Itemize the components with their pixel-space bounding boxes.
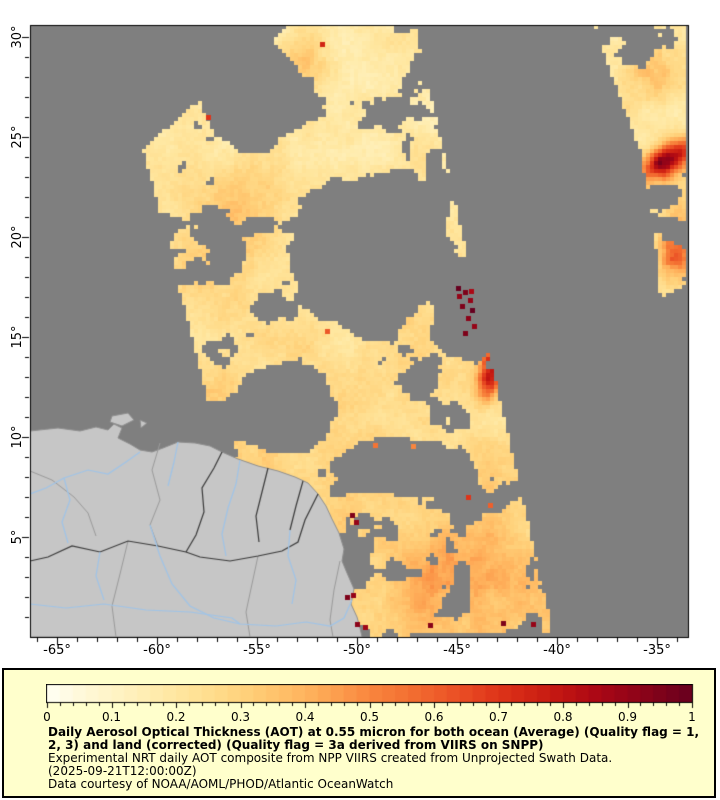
colorbar-tick-label: 0.8	[553, 710, 573, 724]
colorbar-tick-label: 0.7	[488, 710, 509, 724]
aot-map-canvas	[0, 0, 720, 662]
colorbar-gradient	[46, 684, 694, 710]
caption-title: Daily Aerosol Optical Thickness (AOT) at…	[48, 725, 700, 752]
colorbar-tick-label: 0.9	[617, 710, 638, 724]
y-axis-tick-label: 30°	[10, 25, 25, 49]
x-axis-tick-label: -45°	[443, 643, 471, 658]
caption-block: Daily Aerosol Optical Thickness (AOT) at…	[48, 726, 700, 791]
colorbar-tick-label: 0.1	[101, 710, 122, 724]
x-axis-tick-label: -55°	[243, 643, 271, 658]
legend-panel: 0 0.1 0.2 0.3 0.4 0.5 0.6 0.7 0.8 0.9 1 Daily Aero…	[2, 668, 716, 798]
x-axis-tick-label: -40°	[543, 643, 571, 658]
colorbar-tick-label: 0.6	[424, 710, 444, 724]
colorbar-tick-label: 0.5	[359, 710, 380, 724]
x-axis-tick-label: -60°	[143, 643, 171, 658]
colorbar-tick-label: 0.4	[295, 710, 315, 724]
caption-line-courtesy: Data courtesy of NOAA/AOML/PHOD/Atlantic…	[48, 777, 394, 791]
x-axis-tick-label: -35°	[643, 643, 671, 658]
caption-line-experimental: Experimental NRT daily AOT composite fro…	[48, 751, 613, 765]
y-axis-tick-label: 25°	[10, 125, 25, 149]
y-axis-tick-label: 10°	[10, 425, 25, 449]
colorbar-tick-label: 0	[43, 710, 51, 724]
x-axis-tick-label: -50°	[343, 643, 371, 658]
y-axis-tick-label: 15°	[10, 325, 25, 349]
colorbar-tick-label: 1	[688, 710, 696, 724]
y-axis-tick-label: 5°	[10, 529, 25, 545]
colorbar-tick-label: 0.3	[230, 710, 251, 724]
caption-line-date: (2025-09-21T12:00:00Z)	[48, 764, 197, 778]
colorbar-tick-label: 0.2	[166, 710, 186, 724]
x-axis-tick-label: -65°	[43, 643, 71, 658]
y-axis-tick-label: 20°	[10, 225, 25, 249]
